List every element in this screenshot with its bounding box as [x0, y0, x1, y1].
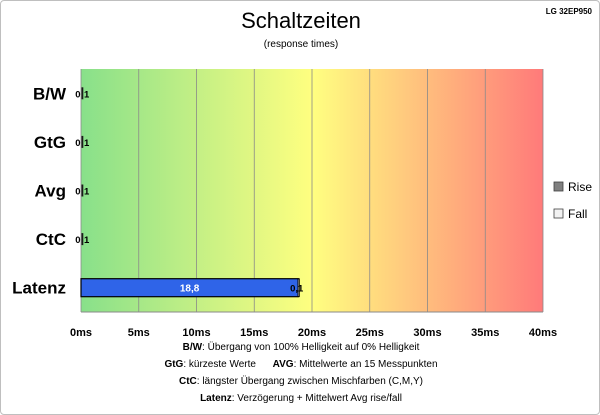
chart-subtitle: (response times)	[264, 39, 338, 50]
value-label-fall: 0,1	[290, 284, 304, 295]
category-labels: B/W GtG Avg CtC Latenz	[12, 84, 67, 297]
x-tick-label: 30ms	[413, 327, 441, 339]
x-tick-label: 25ms	[356, 327, 384, 339]
note-ctc: CtC: längster Übergang zwischen Mischfar…	[179, 376, 423, 387]
category-label: GtG	[34, 133, 66, 152]
bar-fall	[81, 233, 84, 246]
legend-label-rise: Rise	[568, 180, 592, 194]
x-tick-label: 35ms	[471, 327, 499, 339]
x-tick-label: 40ms	[529, 327, 557, 339]
bar-fall	[297, 278, 300, 298]
x-tick-labels: 0ms 5ms 10ms 15ms 20ms 25ms 30ms 35ms 40ms	[70, 327, 557, 339]
category-label: B/W	[33, 84, 67, 103]
x-tick-label: 20ms	[298, 327, 326, 339]
legend-swatch-rise	[553, 181, 564, 192]
value-label-fall: 1	[84, 89, 90, 100]
bars: 0 10 10 10 118,8 0,1	[75, 87, 304, 298]
x-tick-label: 0ms	[70, 327, 92, 339]
legend-swatch-fall	[553, 208, 564, 219]
value-label-fall: 1	[84, 138, 90, 149]
x-tick-label: 15ms	[240, 327, 268, 339]
value-label-rise: 0	[75, 138, 80, 149]
note-bw: B/W: Übergang von 100% Helligkeit auf 0%…	[182, 342, 420, 353]
gridlines	[80, 69, 544, 313]
x-tick-label: 5ms	[128, 327, 150, 339]
value-label-fall: 1	[84, 235, 90, 246]
bar-fall	[81, 184, 84, 197]
chart-title: Schaltzeiten	[241, 8, 361, 33]
value-label-rise: 0	[75, 187, 80, 198]
value-label-rise: 18,8	[180, 284, 200, 295]
model-label: LG 32EP950	[546, 7, 593, 16]
legend: Rise Fall	[553, 180, 592, 221]
x-tick-label: 10ms	[182, 327, 210, 339]
value-label-rise: 0	[75, 235, 80, 246]
legend-label-fall: Fall	[568, 207, 587, 221]
category-label: Avg	[35, 182, 67, 201]
note-gtg-avg: GtG: kürzeste Werte AVG: Mittelwerte an …	[164, 359, 438, 370]
bar-fall	[81, 135, 84, 148]
value-label-fall: 1	[84, 187, 90, 198]
category-label: CtC	[36, 230, 66, 249]
note-latenz: Latenz: Verzögerung + Mittelwert Avg ris…	[200, 393, 402, 404]
category-label: Latenz	[12, 279, 66, 298]
value-label-rise: 0	[75, 89, 80, 100]
bar-fall	[81, 87, 84, 100]
